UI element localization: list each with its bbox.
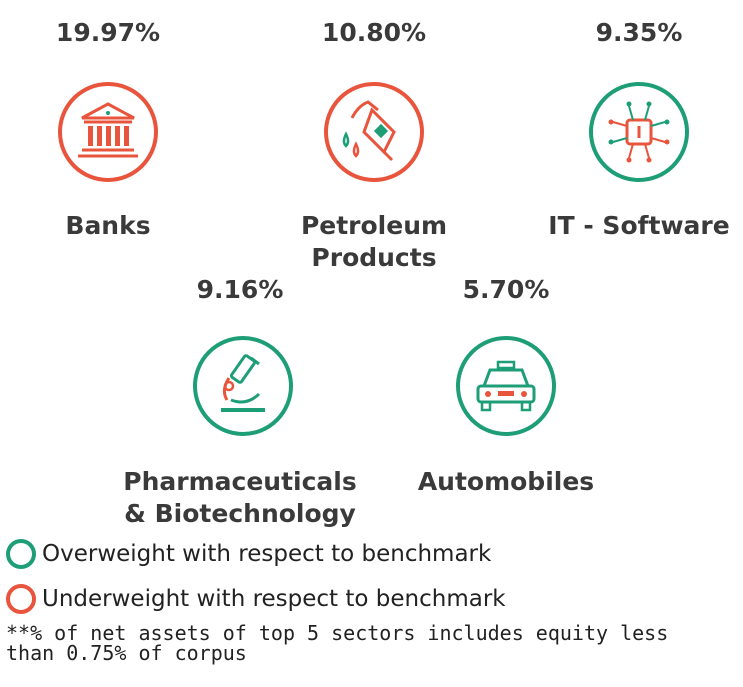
sector-percent-it-software: 9.35% xyxy=(595,18,683,47)
overweight-circle-icon xyxy=(6,539,36,569)
legend-overweight: Overweight with respect to benchmark xyxy=(6,539,491,569)
sector-percent-banks: 19.97% xyxy=(55,18,161,47)
legend-underweight-text: Underweight with respect to benchmark xyxy=(42,586,506,612)
sector-label-banks: Banks xyxy=(65,211,151,240)
fuel-nozzle-icon xyxy=(324,82,424,182)
car-icon xyxy=(456,336,556,436)
underweight-circle-icon xyxy=(6,584,36,614)
chip-circuit-icon xyxy=(589,82,689,182)
sector-percent-automobiles: 5.70% xyxy=(462,275,550,304)
footnote: **% of net assets of top 5 sectors inclu… xyxy=(6,621,669,665)
sector-percent-pharma: 9.16% xyxy=(196,275,284,304)
sector-label-pharma: Pharmaceuticals & Biotechnology xyxy=(123,467,357,528)
legend-underweight: Underweight with respect to benchmark xyxy=(6,584,506,614)
sector-percent-petroleum: 10.80% xyxy=(321,18,427,47)
sector-label-automobiles: Automobiles xyxy=(417,467,595,496)
bank-icon xyxy=(58,82,158,182)
microscope-icon xyxy=(193,336,293,436)
legend-overweight-text: Overweight with respect to benchmark xyxy=(42,541,492,567)
sector-label-petroleum: Petroleum Products xyxy=(300,211,448,272)
sector-label-it-software: IT - Software xyxy=(548,211,730,240)
